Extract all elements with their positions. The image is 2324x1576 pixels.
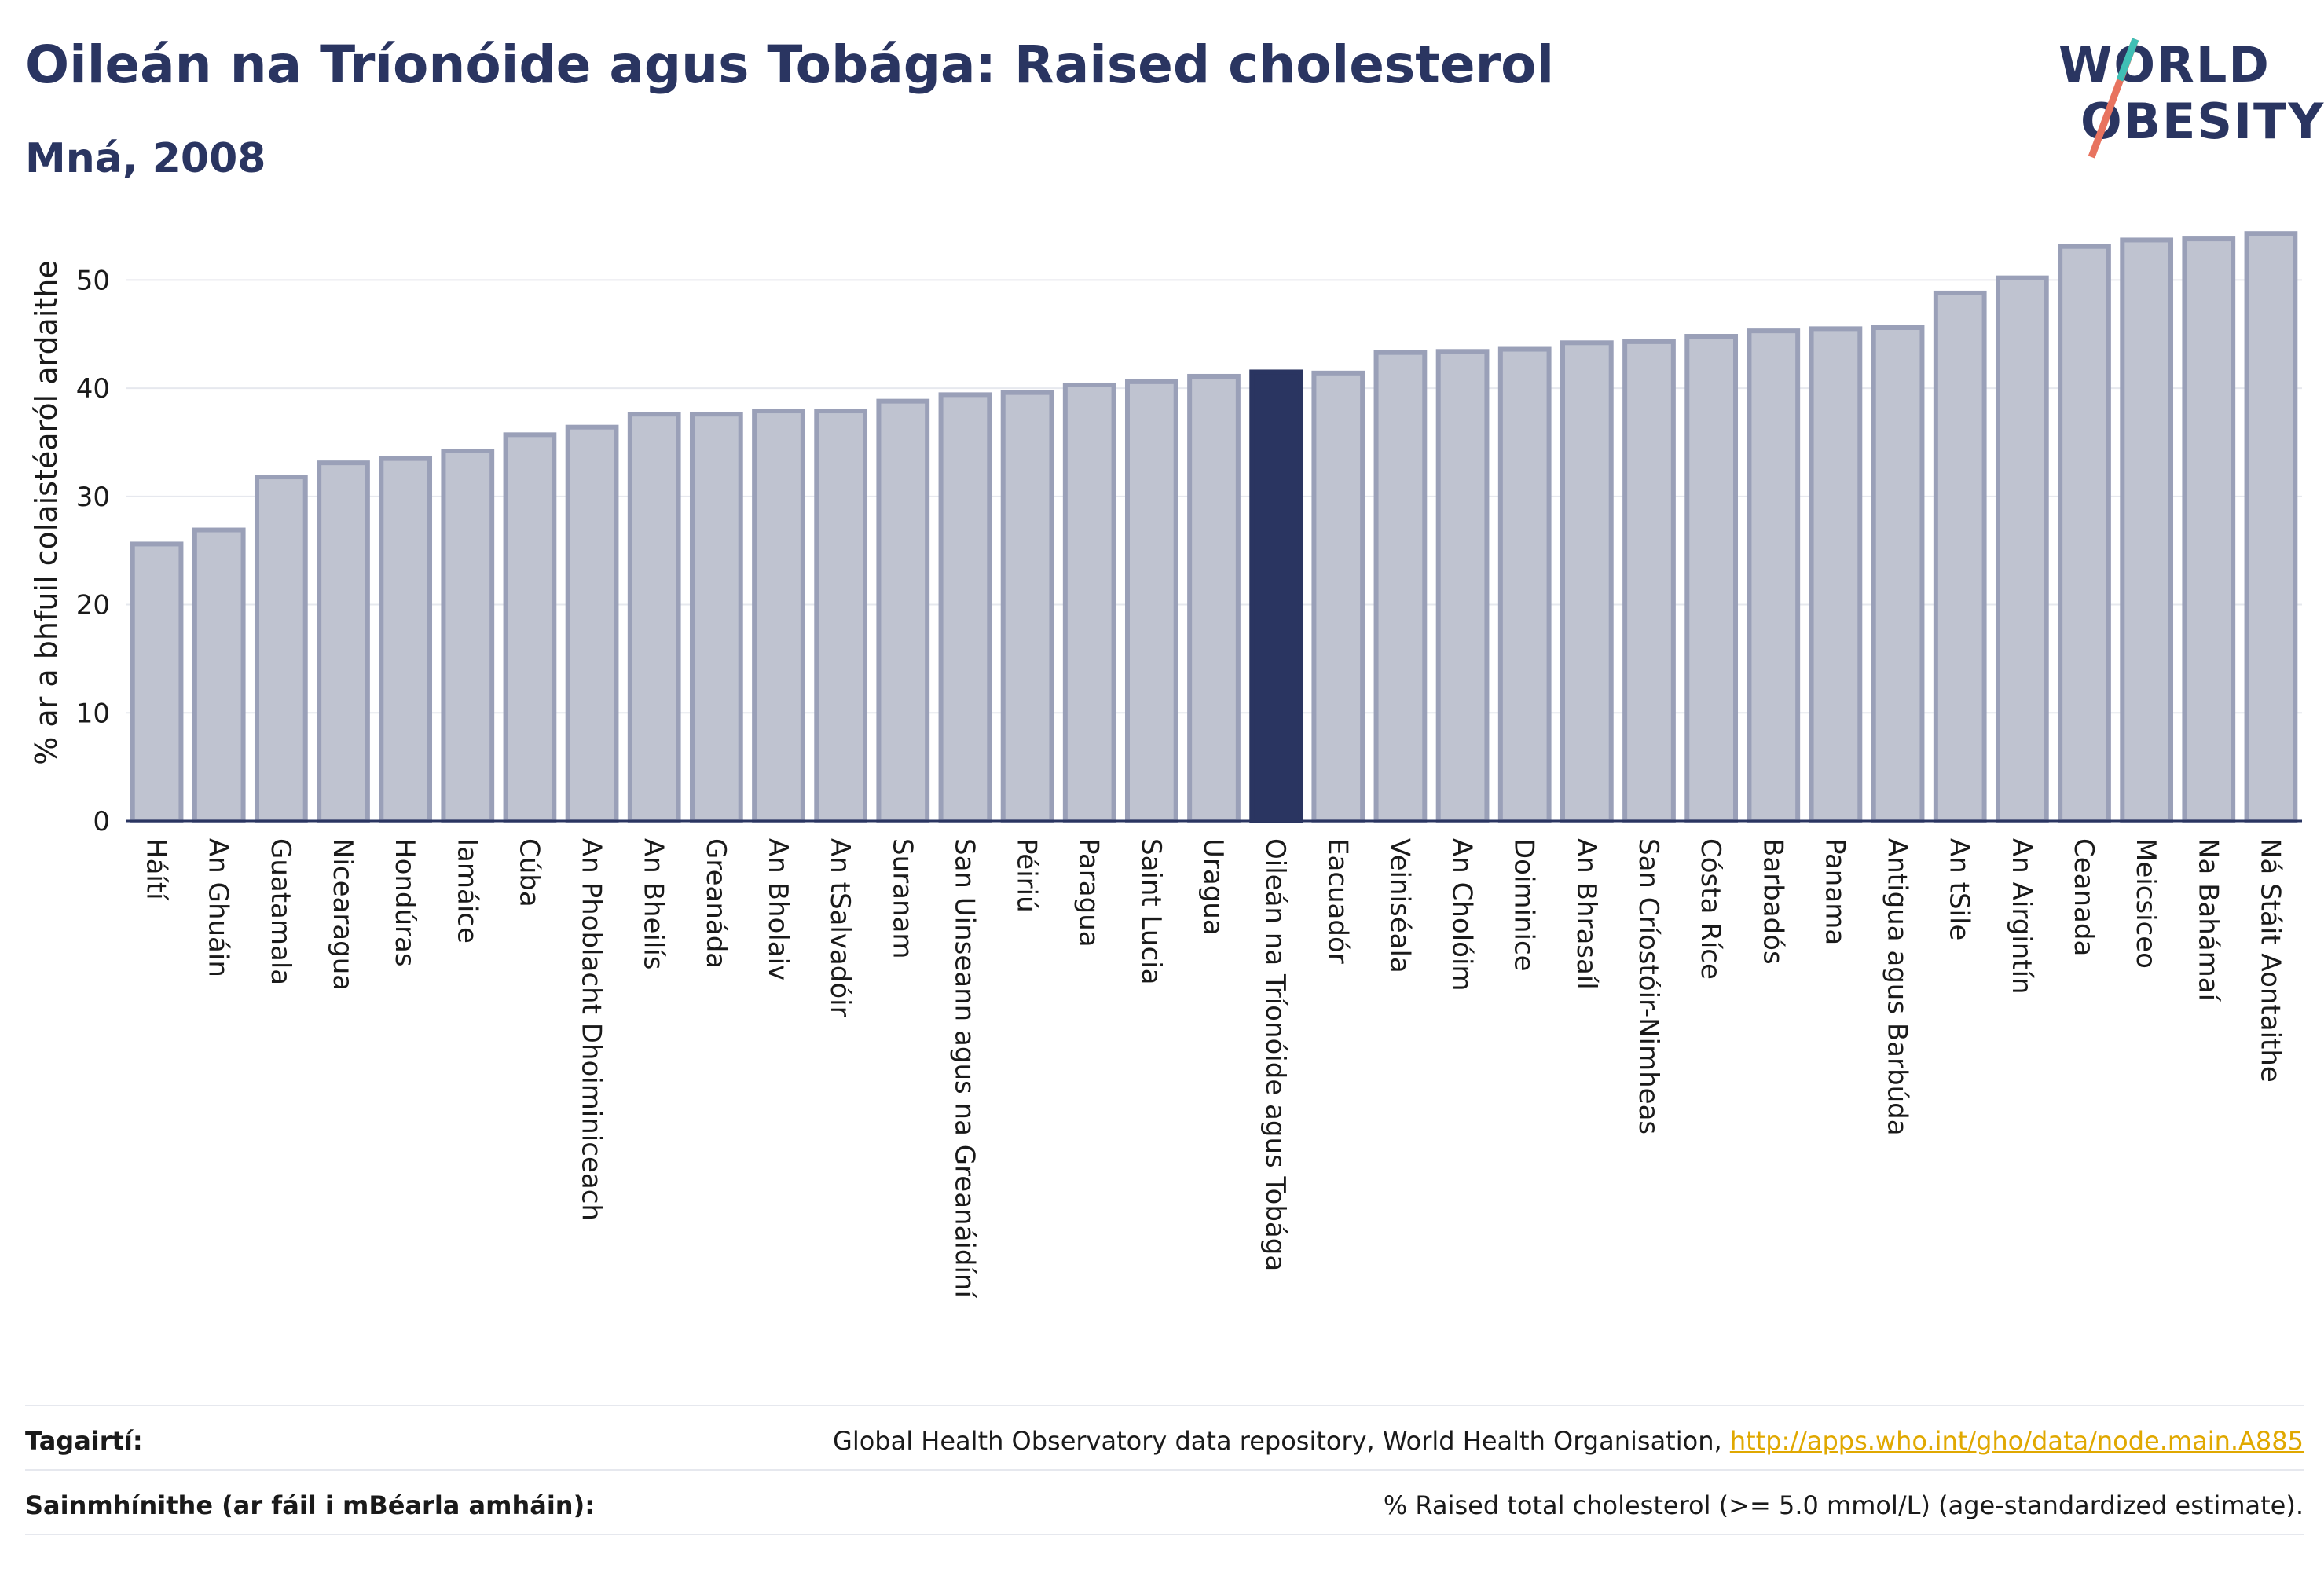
x-tick-label: Suranam xyxy=(886,838,918,958)
x-tick-label: Paragua xyxy=(1073,838,1105,947)
bar xyxy=(1124,379,1178,824)
world-obesity-logo[interactable]: WORLD OBESITY xyxy=(2043,31,2323,173)
bar xyxy=(1062,382,1116,824)
footer-divider-bottom xyxy=(25,1534,2304,1535)
bar xyxy=(1995,275,2049,823)
bar xyxy=(1933,290,1987,823)
y-tick-label: 50 xyxy=(76,265,110,296)
x-tick-label: Saint Lucia xyxy=(1135,838,1167,984)
x-tick-label: Panama xyxy=(1819,838,1850,945)
chart-subtitle: Mná, 2008 xyxy=(25,135,266,182)
y-tick-label: 0 xyxy=(93,806,110,837)
definitions-label: Sainmhínithe (ar fáil i mBéarla amháin): xyxy=(25,1490,595,1520)
references-label: Tagairtí: xyxy=(25,1426,143,1456)
x-tick-label: Háítí xyxy=(141,838,172,901)
bar xyxy=(2182,236,2236,823)
bar xyxy=(1497,346,1552,823)
bar xyxy=(130,541,184,823)
x-tick-label: Meicsiceo xyxy=(2130,838,2161,969)
y-tick-label: 20 xyxy=(76,590,110,621)
x-tick-label: San Críostóir-Nimheas xyxy=(1633,838,1664,1134)
x-tick-label: Antigua agus Barbúda xyxy=(1882,838,1913,1136)
x-tick-label: Barbadós xyxy=(1757,838,1788,965)
x-tick-label: Oileán na Tríonóide agus Tobága xyxy=(1259,838,1291,1271)
x-tick-label: Cúba xyxy=(513,838,544,907)
bar xyxy=(379,456,433,824)
references-text: Global Health Observatory data repositor… xyxy=(833,1426,1722,1456)
bar xyxy=(1560,340,1614,823)
bar xyxy=(1747,328,1801,823)
bar xyxy=(503,432,557,823)
y-tick-label: 30 xyxy=(76,482,110,513)
bar xyxy=(1871,325,1925,823)
x-tick-label: An Phoblacht Dhoiminiceach xyxy=(576,838,607,1221)
bar-chart: 0 10 20 30 40 50 % ar a bhfuil colaistéaról ar… xyxy=(29,231,2302,1299)
bar xyxy=(938,392,992,823)
footer-divider-top xyxy=(25,1405,2304,1406)
bar xyxy=(1684,334,1739,824)
y-tick-label: 40 xyxy=(76,373,110,405)
y-axis-label: % ar a bhfuil colaistéaról ardaithe xyxy=(29,260,64,765)
x-tick-label: Veiniséala xyxy=(1384,838,1415,973)
references-text-wrap: Global Health Observatory data repositor… xyxy=(833,1426,2304,1456)
bar xyxy=(1187,373,1241,823)
x-tick-label: An tSalvadóir xyxy=(824,838,856,1017)
x-tick-label: Doiminice xyxy=(1508,838,1540,972)
x-tick-label: San Uinseann agus na Greanáidíní xyxy=(948,838,980,1299)
bar xyxy=(565,424,619,824)
logo-slash-icon xyxy=(2088,38,2139,159)
x-tick-label: An Ghuáin xyxy=(203,838,234,977)
x-tick-label: Eacuadór xyxy=(1321,838,1353,964)
x-tick-label: An tSile xyxy=(1944,838,1975,940)
bar xyxy=(689,412,743,823)
bar xyxy=(1311,370,1365,823)
bar xyxy=(1809,326,1863,823)
x-tick-label: Cósta Ríce xyxy=(1695,838,1726,980)
bar xyxy=(1622,339,1676,823)
bar xyxy=(627,412,681,823)
x-tick-label: Nicearagua xyxy=(327,838,358,991)
bar xyxy=(1249,369,1303,823)
x-tick-label: Péiriú xyxy=(1011,838,1043,913)
bar xyxy=(814,409,868,823)
x-tick-label: An Bholaiv xyxy=(762,838,794,980)
references-link[interactable]: http://apps.who.int/gho/data/node.main.A… xyxy=(1729,1426,2304,1456)
x-tick-label: An Airgintín xyxy=(2006,838,2037,995)
x-tick-label: Greanáda xyxy=(700,838,731,969)
x-tick-label: Iamáice xyxy=(451,838,482,944)
footer-divider-middle xyxy=(25,1469,2304,1471)
x-tick-label: An Bhrasaíl xyxy=(1571,838,1602,990)
y-tick-label: 10 xyxy=(76,698,110,729)
references-row: Tagairtí: Global Health Observatory data… xyxy=(25,1409,2304,1472)
bar xyxy=(2058,244,2111,824)
x-tick-label: Na Bahámaí xyxy=(2192,838,2223,1002)
bar xyxy=(876,398,930,823)
x-tick-label: An Cholóim xyxy=(1446,838,1478,991)
x-tick-label: Ná Stáit Aontaithe xyxy=(2254,838,2286,1083)
bar xyxy=(192,527,246,823)
bar xyxy=(2120,237,2174,823)
definitions-text: % Raised total cholesterol (>= 5.0 mmol/… xyxy=(1383,1490,2304,1520)
logo-text-obesity: OBESITY xyxy=(2080,93,2324,150)
definitions-row: Sainmhínithe (ar fáil i mBéarla amháin):… xyxy=(25,1474,2304,1537)
x-tick-label: Ceanada xyxy=(2068,838,2099,956)
chart-title: Oileán na Tríonóide agus Tobága: Raised … xyxy=(25,35,1555,95)
x-tick-label: Uragua xyxy=(1197,838,1229,936)
bar xyxy=(254,475,308,823)
x-tick-label: Guatamala xyxy=(265,838,296,985)
bar xyxy=(317,460,370,823)
logo-text-world: WORLD xyxy=(2058,36,2271,93)
bar xyxy=(752,409,805,823)
bar xyxy=(1435,349,1490,824)
bar xyxy=(1000,390,1054,823)
x-tick-label: Hondúras xyxy=(389,838,420,967)
x-tick-label: An Bheilís xyxy=(638,838,669,969)
bar xyxy=(441,449,495,823)
bar xyxy=(1373,350,1428,824)
bar xyxy=(2244,231,2298,823)
